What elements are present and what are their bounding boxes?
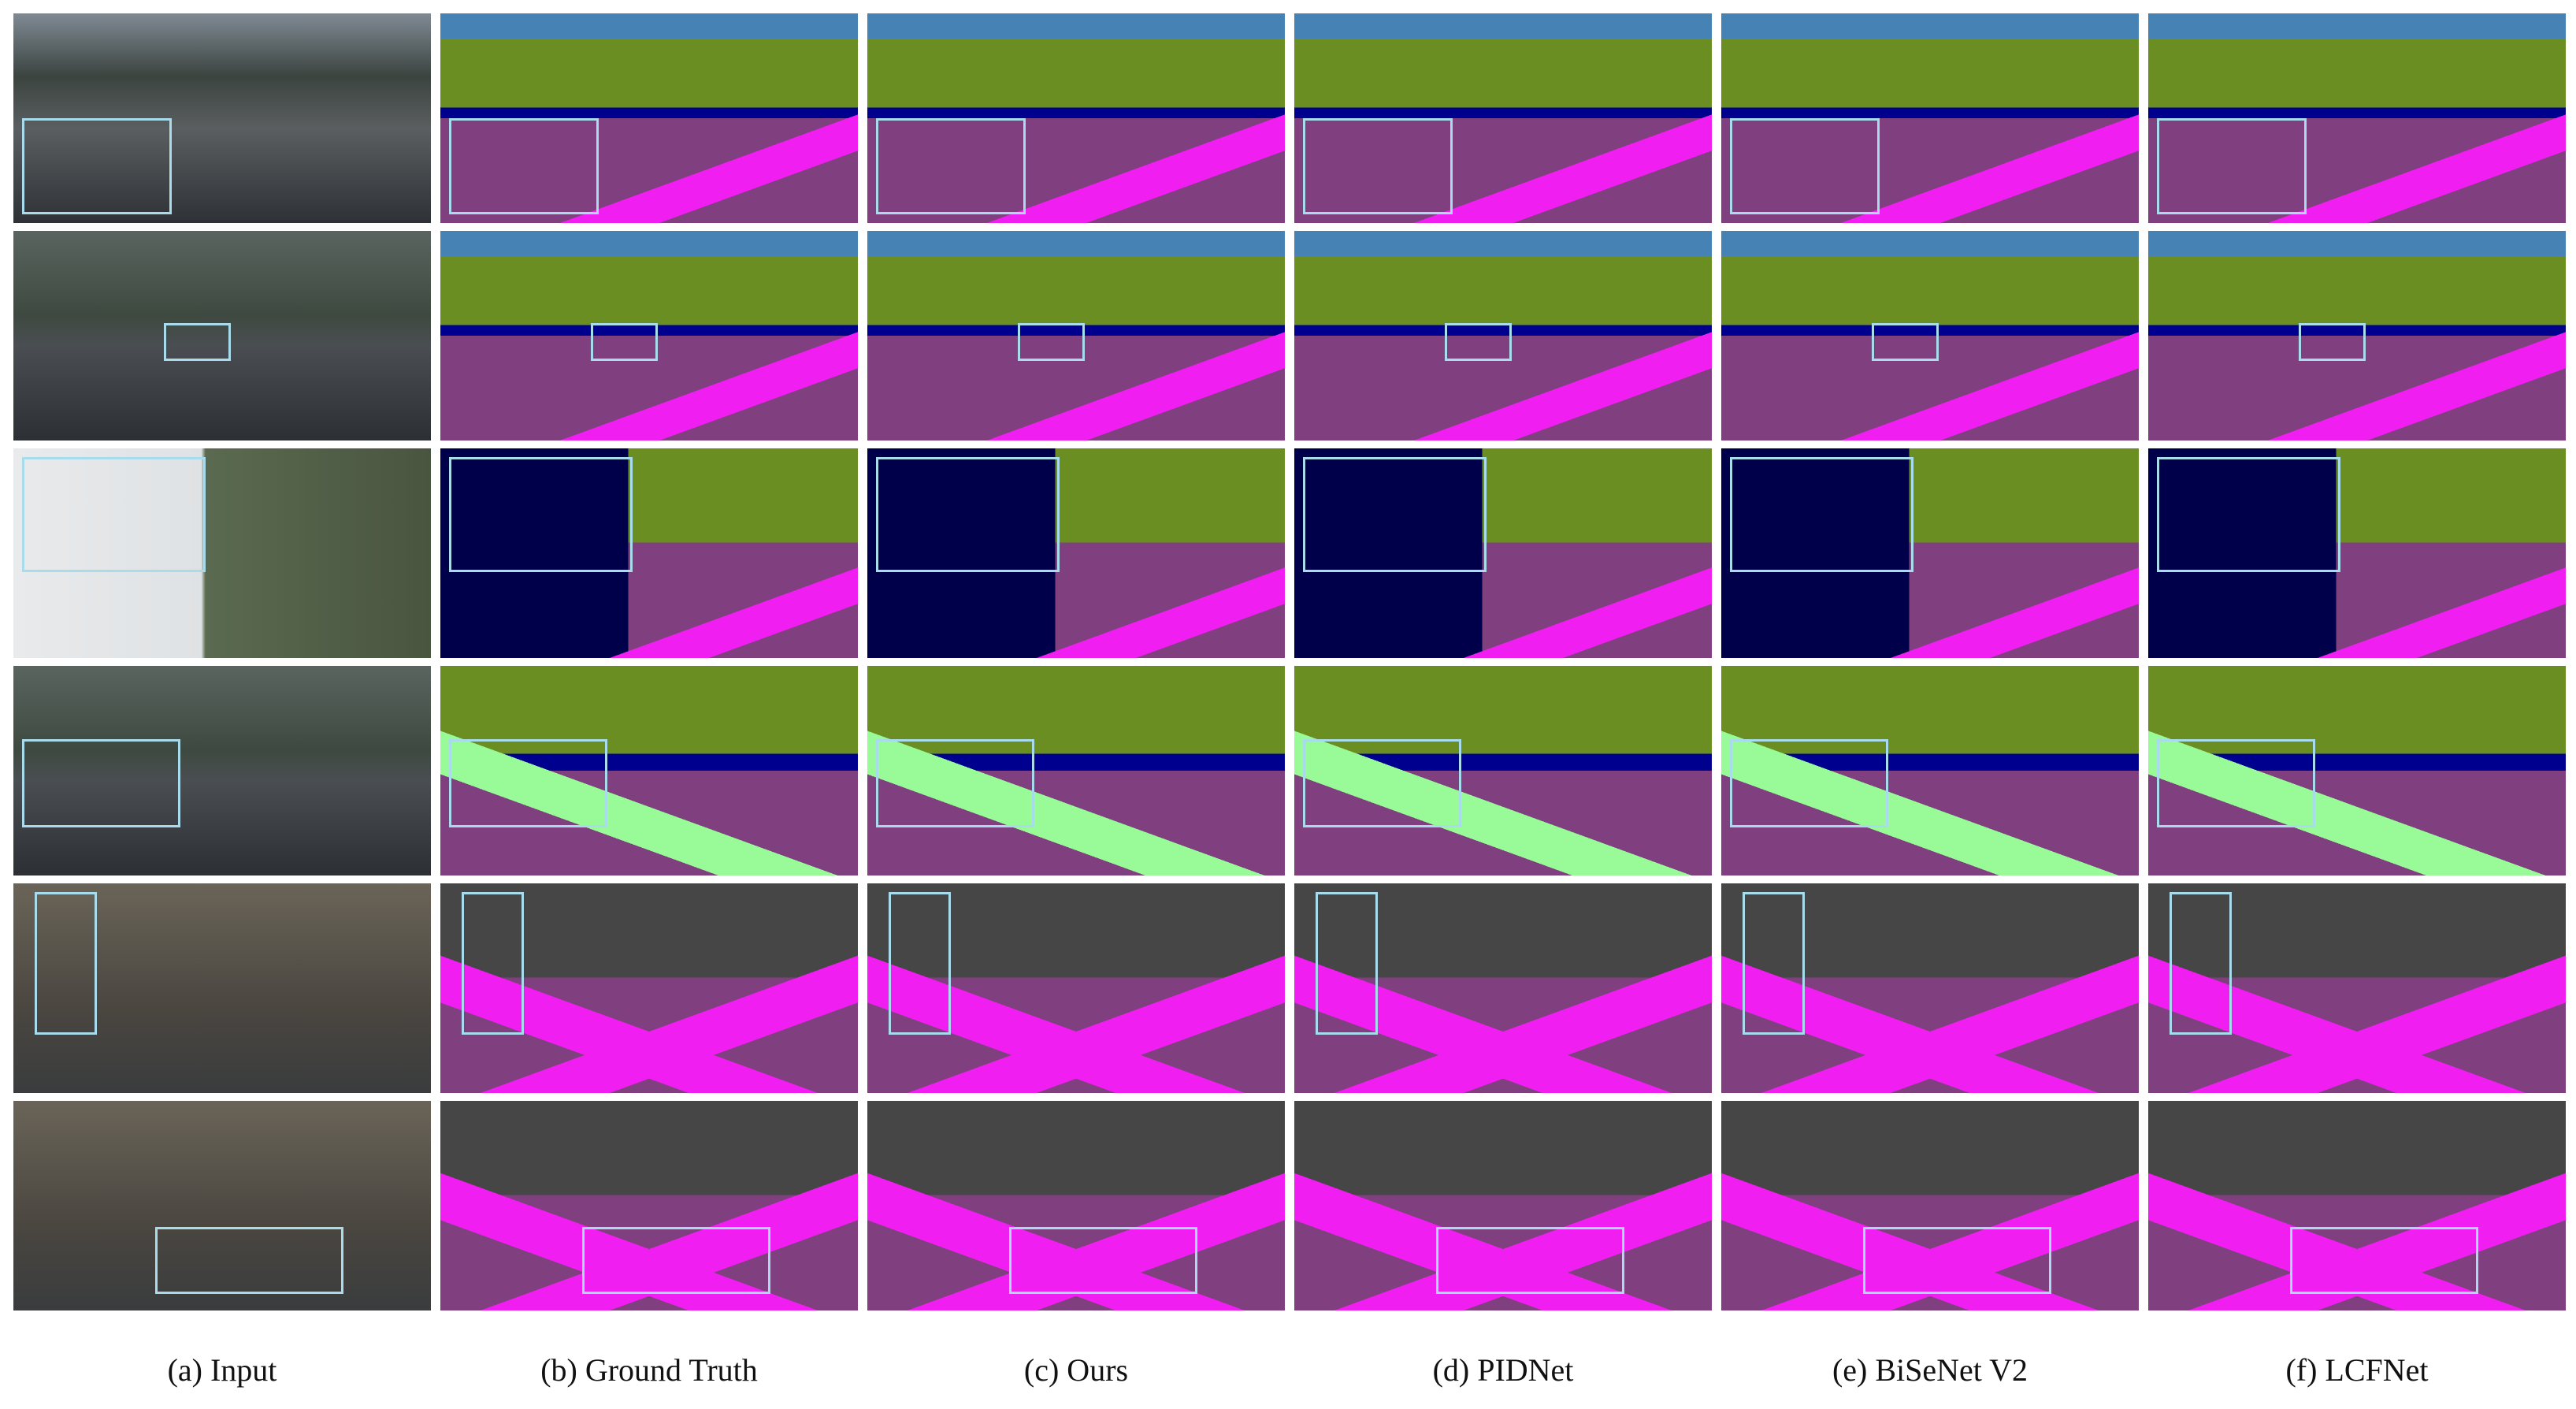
caption: (e) BiSeNet V2 [1832,1352,2029,1388]
caption: (a) Input [167,1352,277,1388]
input-image [13,231,431,441]
segmentation-map [2148,13,2566,223]
segmentation-map [1294,666,1712,876]
segmentation-map [440,1101,858,1310]
segmentation-map [1721,666,2139,876]
caption: (d) PIDNet [1432,1352,1574,1388]
input-image [13,448,431,658]
segmentation-map [2148,1101,2566,1310]
segmentation-map [440,883,858,1093]
segmentation-map [1721,448,2139,658]
figure-grid [13,13,2566,1310]
segmentation-map [2148,231,2566,441]
segmentation-map [2148,448,2566,658]
caption: (c) Ours [1023,1352,1129,1388]
segmentation-map [1294,1101,1712,1310]
input-image [13,1101,431,1310]
input-image [13,13,431,223]
segmentation-map [1721,883,2139,1093]
segmentation-map [440,666,858,876]
segmentation-map [440,448,858,658]
segmentation-map [2148,666,2566,876]
segmentation-map [867,666,1285,876]
segmentation-map [1721,231,2139,441]
segmentation-map [1294,231,1712,441]
segmentation-map [1294,448,1712,658]
segmentation-map [2148,883,2566,1093]
segmentation-map [867,13,1285,223]
segmentation-map [867,231,1285,441]
input-image [13,883,431,1093]
segmentation-map [867,448,1285,658]
caption: (f) LCFNet [2285,1352,2429,1388]
segmentation-map [867,1101,1285,1310]
segmentation-map [440,13,858,223]
segmentation-map [1721,1101,2139,1310]
segmentation-map [1294,13,1712,223]
segmentation-map [1721,13,2139,223]
caption: (b) Ground Truth [540,1352,758,1388]
segmentation-map [1294,883,1712,1093]
segmentation-map [440,231,858,441]
segmentation-map [867,883,1285,1093]
input-image [13,666,431,876]
